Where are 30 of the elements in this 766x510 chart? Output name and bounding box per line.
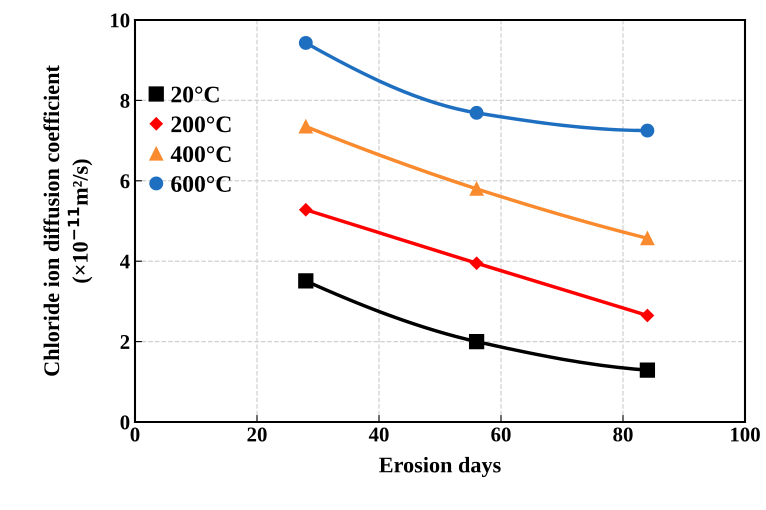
legend-label: 400°C bbox=[170, 146, 231, 162]
point bbox=[470, 256, 484, 270]
point bbox=[640, 124, 654, 138]
point bbox=[468, 334, 484, 350]
x-tick-label: 80 bbox=[613, 427, 633, 442]
point bbox=[298, 120, 313, 134]
y-tick-label: 10 bbox=[110, 13, 130, 28]
point bbox=[640, 231, 654, 246]
point bbox=[640, 362, 656, 378]
y-tick-label: 8 bbox=[120, 94, 130, 108]
y-tick-label: 0 bbox=[120, 415, 130, 430]
point bbox=[299, 203, 312, 216]
legend-label: 600°C bbox=[171, 176, 231, 192]
x-tick-label: 100 bbox=[731, 427, 760, 442]
point bbox=[640, 308, 654, 322]
x-tick-label: 20 bbox=[247, 427, 267, 442]
y-axis-title: Chloride ion diffusion coefficient (×10$^{−11}$m²/s) bbox=[43, 65, 92, 376]
x-axis-title: Erosion days bbox=[379, 456, 501, 478]
point bbox=[470, 106, 484, 120]
x-tick-label: 40 bbox=[368, 427, 389, 442]
legend-label: 200°C bbox=[171, 116, 231, 132]
point bbox=[298, 36, 313, 50]
x-tick-label: 0 bbox=[130, 427, 140, 442]
y-tick-label: 4 bbox=[120, 254, 130, 268]
point bbox=[470, 182, 484, 196]
y-tick-label: 6 bbox=[120, 174, 130, 188]
point bbox=[298, 273, 314, 289]
x-tick-label: 60 bbox=[491, 427, 511, 442]
y-tick-label: 2 bbox=[120, 335, 130, 349]
legend-label: 20°C bbox=[171, 86, 219, 102]
